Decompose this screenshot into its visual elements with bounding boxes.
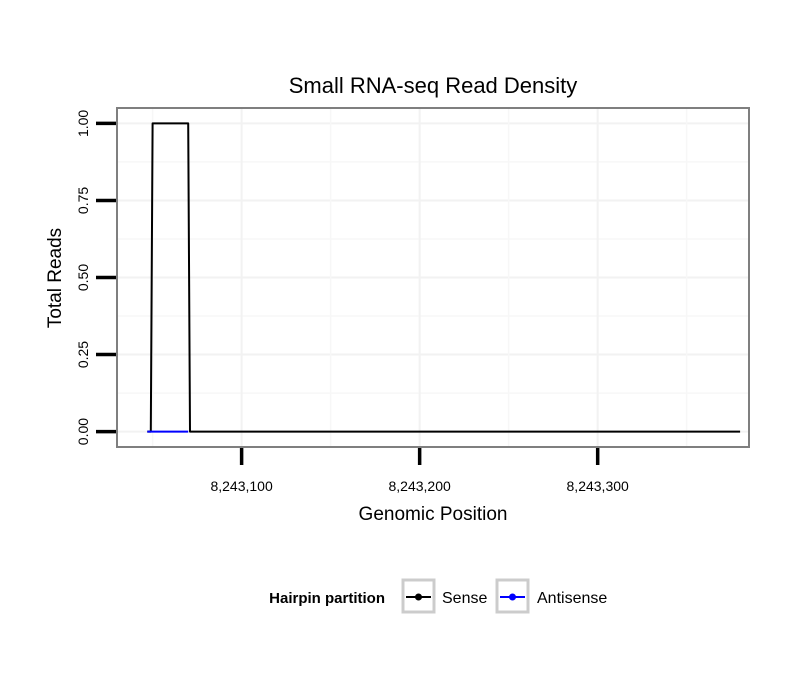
y-tick-label: 0.50 bbox=[75, 264, 91, 291]
y-tick-label: 0.25 bbox=[75, 341, 91, 368]
chart-title: Small RNA-seq Read Density bbox=[289, 73, 578, 98]
x-tick-label: 8,243,100 bbox=[210, 478, 272, 494]
y-tick-label: 1.00 bbox=[75, 110, 91, 137]
x-tick-label: 8,243,200 bbox=[388, 478, 450, 494]
y-axis: 0.00 0.25 0.50 0.75 1.00 bbox=[75, 110, 116, 445]
legend-label-sense: Sense bbox=[442, 590, 487, 607]
legend-title: Hairpin partition bbox=[269, 590, 385, 607]
y-tick-label: 0.00 bbox=[75, 418, 91, 445]
y-tick-label: 0.75 bbox=[75, 187, 91, 214]
x-tick-label: 8,243,300 bbox=[567, 478, 629, 494]
data-series bbox=[147, 122, 741, 433]
legend-marker-sense bbox=[415, 593, 422, 601]
legend-label-antisense: Antisense bbox=[537, 590, 607, 607]
x-axis-label: Genomic Position bbox=[359, 504, 508, 525]
x-axis: 8,243,100 8,243,200 8,243,300 bbox=[210, 448, 629, 494]
y-axis-label: Total Reads bbox=[45, 228, 66, 328]
legend: Hairpin partition Sense Antisense bbox=[269, 578, 607, 614]
legend-marker-antisense bbox=[509, 593, 516, 601]
